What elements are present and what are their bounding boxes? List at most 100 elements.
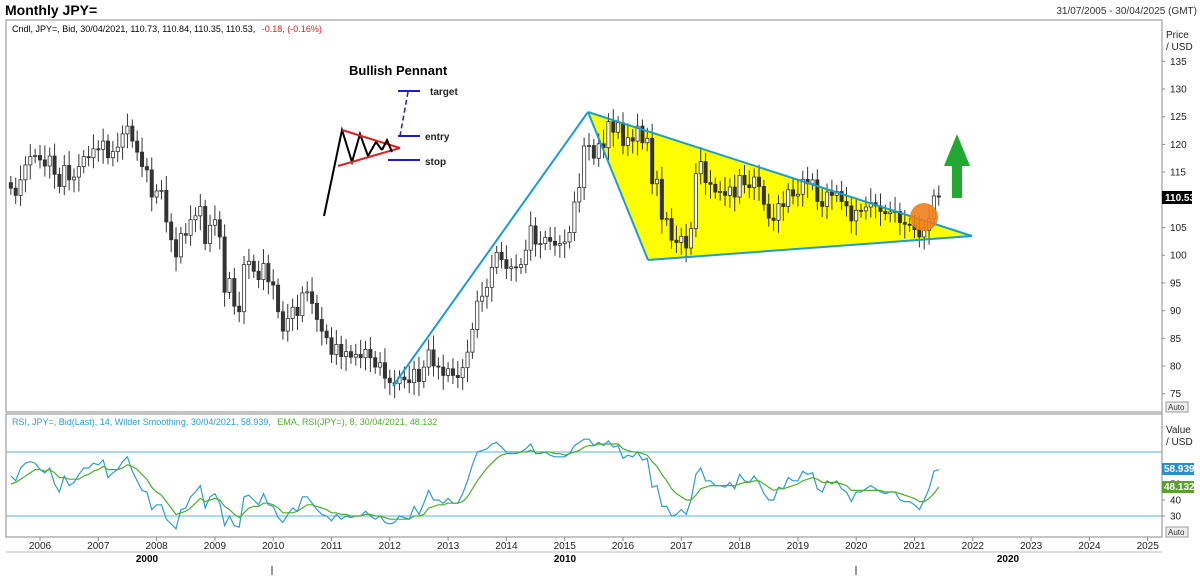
candle-body (475, 300, 480, 330)
candle-body (115, 146, 120, 153)
candle-body (130, 125, 135, 142)
year-label: 2015 (554, 541, 577, 552)
rsi-line (10, 438, 939, 530)
trend-line-upper (587, 111, 973, 237)
candle-body (159, 189, 164, 192)
last-price-badge (1162, 191, 1192, 204)
price-tick-label: 115 (1170, 168, 1186, 179)
candle-body (33, 155, 38, 157)
candle-body (455, 375, 460, 379)
price-tick-label: 130 (1170, 85, 1187, 96)
candle-body (125, 125, 130, 135)
candle-body (902, 222, 907, 225)
candle-body (18, 179, 23, 196)
candle-body (460, 367, 465, 379)
candle-body (489, 266, 494, 288)
candle-body (567, 232, 572, 243)
candle-body (543, 237, 548, 244)
rsi-value-badge (1162, 463, 1194, 475)
candle-body (140, 151, 145, 167)
candle-body (183, 233, 188, 236)
candle-body (23, 164, 28, 181)
price-auto-button[interactable] (1165, 401, 1189, 413)
candle-body (669, 218, 674, 241)
year-label: 2017 (670, 541, 693, 552)
candle-body (708, 182, 713, 185)
candle-body (723, 191, 728, 196)
candle-body (518, 264, 523, 268)
candle-body (747, 184, 752, 189)
candle-body (664, 218, 669, 221)
svg-text:RSI, JPY=, Bid(Last), 14, Wil: RSI, JPY=, Bid(Last), 14, Wilder Smoothi… (12, 417, 437, 427)
candle-body (504, 259, 509, 269)
rsi-tick-label: 40 (1170, 496, 1182, 507)
candle-body (431, 349, 436, 367)
pennant-upper-line (341, 129, 401, 149)
price-axis-title: Price (1166, 30, 1189, 41)
rsi-auto-button[interactable] (1165, 526, 1189, 538)
candle-body (402, 376, 407, 381)
candle-body (52, 155, 57, 175)
candle-body (232, 278, 237, 307)
price-tick-label: 95 (1170, 278, 1182, 289)
candle-body (815, 179, 820, 202)
candle-body (178, 233, 183, 258)
candle-body (509, 266, 514, 269)
candle-body (13, 187, 18, 196)
candle-body (752, 176, 757, 189)
candle-body (883, 211, 888, 215)
candle-body (368, 348, 373, 359)
candle-body (766, 203, 771, 219)
candle-body (703, 161, 708, 184)
candle-body (363, 348, 368, 359)
year-label: 2010 (262, 541, 285, 552)
candle-body (169, 221, 174, 241)
candle-body (174, 239, 179, 258)
candle-body (596, 143, 601, 159)
candle-body (465, 351, 470, 369)
candle-body (441, 366, 446, 376)
price-tick-label: 75 (1170, 389, 1182, 400)
candle-body (344, 351, 349, 357)
candle-body (28, 156, 33, 166)
candle-body (781, 203, 786, 207)
candle-body (470, 329, 475, 353)
candle-body (382, 362, 387, 379)
candle-body (606, 121, 611, 149)
candle-body (106, 140, 111, 159)
pennant-title: Bullish Pennant (349, 63, 448, 78)
candle-body (450, 368, 455, 376)
candle-body (548, 237, 553, 242)
candle-body (246, 260, 251, 266)
year-label: 2019 (787, 541, 810, 552)
candle-body (480, 295, 485, 302)
candle-body (407, 379, 412, 384)
candle-body (538, 243, 543, 245)
price-tick-label: 85 (1170, 334, 1182, 345)
year-label: 2008 (145, 541, 168, 552)
candle-body (295, 306, 300, 316)
year-label: 2006 (29, 541, 52, 552)
bullish-pennant-diagram: Bullish Pennant target entry stop (323, 63, 458, 217)
candle-body (732, 186, 737, 198)
candle-body (387, 377, 392, 384)
candle-body (786, 189, 791, 207)
candle-body (737, 175, 742, 198)
candle-body (149, 169, 154, 198)
year-label: 2025 (1137, 541, 1160, 552)
year-label: 2024 (1078, 541, 1101, 552)
candle-body (907, 223, 912, 226)
candle-body (888, 211, 893, 215)
candle-body (135, 140, 140, 153)
price-tick-label: 120 (1170, 140, 1187, 151)
price-legend-change: -0.18, (-0.16%) (262, 24, 322, 34)
candle-body (713, 183, 718, 193)
price-panel (5, 19, 1163, 413)
candle-body (212, 219, 217, 226)
candle-body (625, 137, 630, 146)
candle-body (81, 156, 86, 167)
candle-body (800, 178, 805, 195)
year-label: 2014 (495, 541, 518, 552)
pennant-zigzag (323, 126, 383, 217)
